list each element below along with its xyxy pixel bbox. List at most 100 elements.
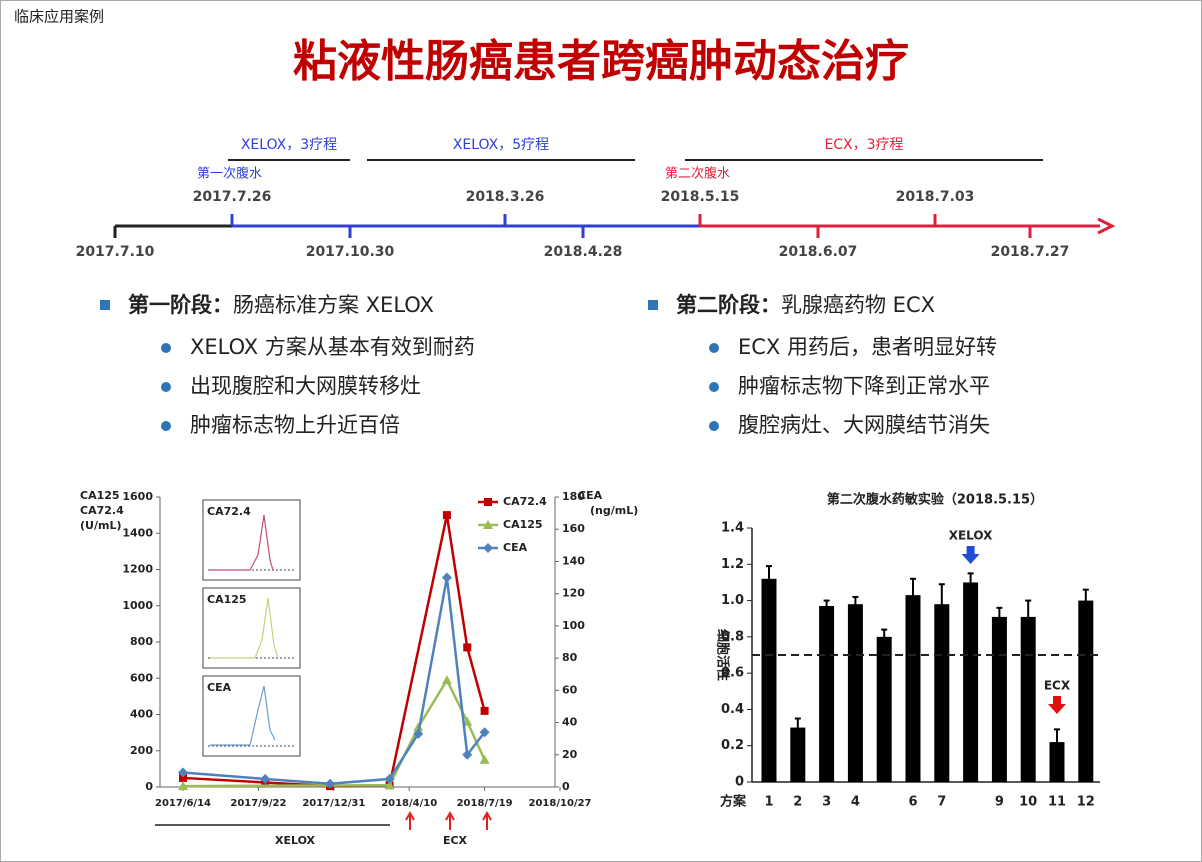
y-axis-label: (U/mL) xyxy=(80,519,121,532)
timeline-date: 2017.10.30 xyxy=(306,244,395,260)
annotation-arrow xyxy=(961,546,980,564)
regimen-label: XELOX，3疗程 xyxy=(241,137,337,153)
inset-frame xyxy=(202,675,301,757)
y-tick-label: 600 xyxy=(130,671,153,684)
bullet-dot xyxy=(709,343,719,353)
regimen-label: XELOX，5疗程 xyxy=(453,137,549,153)
y-tick-label: 0.2 xyxy=(721,738,744,753)
timeline-note: 第二次腹水 xyxy=(665,166,730,182)
timeline-date: 2017.7.10 xyxy=(76,244,155,260)
regimen-label: ECX，3疗程 xyxy=(824,137,903,153)
annotation-arrow xyxy=(1048,696,1066,714)
phase-label: 第一阶段： xyxy=(128,293,233,317)
timeline-date: 2018.7.03 xyxy=(896,189,975,205)
bar xyxy=(876,636,892,782)
data-point xyxy=(325,778,336,789)
timeline-note: 第一次腹水 xyxy=(197,166,262,182)
legend-label: CA72.4 xyxy=(503,495,547,508)
x-tick-label: 1 xyxy=(764,795,773,810)
y-tick-label: 0.4 xyxy=(721,702,744,717)
data-point xyxy=(463,643,472,652)
bar xyxy=(847,604,863,782)
x-tick-label: 2018/10/27 xyxy=(529,798,592,809)
y2-axis-label: CEA xyxy=(578,489,603,502)
bullet-square xyxy=(100,300,110,310)
bar xyxy=(819,606,835,782)
data-point xyxy=(479,727,490,738)
phase-point: XELOX 方案从基本有效到耐药 xyxy=(190,335,475,359)
timeline-date: 2018.4.28 xyxy=(544,244,623,260)
legend-marker xyxy=(483,520,493,529)
timeline-date: 2018.3.26 xyxy=(466,189,545,205)
legend-marker xyxy=(483,543,493,553)
data-point xyxy=(441,675,452,685)
data-point xyxy=(179,773,187,782)
bullet-dot xyxy=(161,382,171,392)
legend-label: CA125 xyxy=(503,518,543,531)
phase-point: 出现腹腔和大网膜转移灶 xyxy=(190,374,421,398)
y-tick-label: 200 xyxy=(130,744,153,757)
bar xyxy=(761,578,777,782)
data-point xyxy=(260,773,271,784)
dose-arrow xyxy=(405,810,415,830)
y-tick-label: 0.6 xyxy=(721,666,744,681)
phase-title: 肠癌标准方案 XELOX xyxy=(233,293,434,317)
y-tick-label: 0 xyxy=(735,775,744,790)
y2-tick-label: 80 xyxy=(562,651,578,664)
bar xyxy=(1078,600,1094,782)
bar xyxy=(991,616,1007,782)
bar xyxy=(1049,742,1065,782)
x-tick-label: 3 xyxy=(822,795,831,810)
y2-tick-label: 100 xyxy=(562,619,585,632)
series-line xyxy=(182,677,486,788)
bar xyxy=(963,582,979,782)
x-tick-label: 2017/6/14 xyxy=(155,798,211,809)
inset-frame xyxy=(202,587,301,669)
inset-curve xyxy=(210,685,276,746)
y-tick-label: 800 xyxy=(130,635,153,648)
phase-point: 腹腔病灶、大网膜结节消失 xyxy=(738,413,990,437)
bullet-square xyxy=(648,300,658,310)
y2-tick-label: 60 xyxy=(562,683,578,696)
data-point xyxy=(441,572,452,583)
regimen-label: ECX xyxy=(443,834,468,847)
phase-label: 第二阶段： xyxy=(676,293,781,317)
y2-tick-label: 160 xyxy=(562,522,585,535)
x-tick-label: 2018/7/19 xyxy=(457,798,513,809)
phase-heading: 第一阶段：肠癌标准方案 XELOX xyxy=(128,293,434,317)
y-tick-label: 1.4 xyxy=(721,521,744,536)
inset-curve xyxy=(210,514,274,571)
y-tick-label: 0.8 xyxy=(721,629,744,644)
bar xyxy=(905,595,921,782)
timeline-arrow xyxy=(1097,217,1116,235)
x-tick-label: 12 xyxy=(1077,795,1095,810)
slide-title: 粘液性肠癌患者跨癌肿动态治疗 xyxy=(293,36,909,87)
bullet-dot xyxy=(161,421,171,431)
inset-label: CA72.4 xyxy=(207,505,251,518)
bar xyxy=(790,727,806,782)
data-point xyxy=(178,781,188,791)
x-tick-label: 2017/9/22 xyxy=(230,798,286,809)
section-label: 临床应用案例 xyxy=(14,8,104,26)
x-tick-label: 2018/4/10 xyxy=(381,798,437,809)
y-tick-label: 1.2 xyxy=(721,557,744,572)
annotation: ECX xyxy=(1044,679,1071,693)
data-point xyxy=(462,749,473,760)
y2-axis-label: (ng/mL) xyxy=(590,504,638,517)
data-point xyxy=(413,722,424,732)
bar xyxy=(1020,616,1036,782)
x-axis-label: 方案 xyxy=(720,794,747,810)
y-tick-label: 400 xyxy=(130,708,153,721)
x-tick-label: 11 xyxy=(1048,795,1066,810)
bullet-dot xyxy=(709,421,719,431)
phase-point: 肿瘤标志物下降到正常水平 xyxy=(738,374,990,398)
phase-heading: 第二阶段：乳腺癌药物 ECX xyxy=(676,293,935,317)
data-point xyxy=(384,773,395,784)
y-axis-label: 细胞活性 xyxy=(715,629,731,681)
timeline-date: 2018.6.07 xyxy=(779,244,858,260)
y2-tick-label: 140 xyxy=(562,554,585,567)
y-tick-label: 1200 xyxy=(122,563,153,576)
annotation: XELOX xyxy=(949,529,993,543)
y-tick-label: 1.0 xyxy=(721,593,744,608)
y-tick-label: 0 xyxy=(145,780,153,793)
